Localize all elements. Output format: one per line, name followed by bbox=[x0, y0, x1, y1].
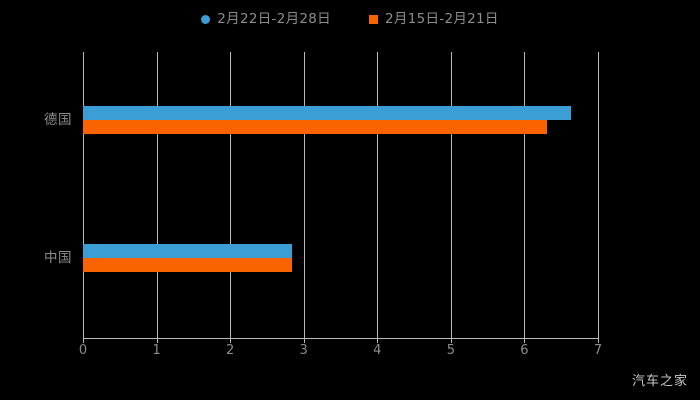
legend-label-series-1: 2月22日-2月28日 bbox=[217, 11, 331, 27]
gridline-2 bbox=[230, 52, 232, 338]
chart-legend: 2月22日-2月28日 2月15日-2月21日 bbox=[0, 8, 700, 30]
category-label-germany: 德国 bbox=[44, 112, 72, 128]
bar-germany-series-1[interactable] bbox=[83, 106, 571, 120]
x-tick-mark-0 bbox=[83, 338, 84, 343]
x-tick-mark-6 bbox=[524, 338, 526, 343]
x-tick-mark-1 bbox=[156, 338, 158, 343]
x-tick-label-7: 7 bbox=[593, 343, 603, 358]
x-tick-mark-2 bbox=[230, 338, 232, 343]
x-tick-mark-3 bbox=[303, 338, 305, 343]
x-tick-mark-4 bbox=[377, 338, 379, 343]
plot-area bbox=[83, 52, 599, 338]
legend-marker-icon-series-1 bbox=[201, 14, 211, 24]
x-tick-label-2: 2 bbox=[225, 343, 235, 358]
bar-china-series-2[interactable] bbox=[83, 258, 292, 272]
x-tick-label-0: 0 bbox=[78, 343, 88, 358]
gridline-1 bbox=[156, 52, 158, 338]
gridline-0 bbox=[83, 52, 84, 338]
x-tick-mark-5 bbox=[450, 338, 452, 343]
x-tick-label-1: 1 bbox=[152, 343, 161, 358]
gridline-7 bbox=[598, 52, 599, 338]
gridline-4 bbox=[377, 52, 379, 338]
bar-germany-series-2[interactable] bbox=[83, 120, 547, 134]
x-tick-mark-7 bbox=[598, 338, 599, 343]
gridline-5 bbox=[450, 52, 452, 338]
legend-label-series-2: 2月15日-2月21日 bbox=[385, 11, 499, 27]
x-tick-label-3: 3 bbox=[299, 343, 308, 358]
category-label-china: 中国 bbox=[44, 250, 72, 266]
gridline-3 bbox=[303, 52, 305, 338]
legend-item-series-2[interactable]: 2月15日-2月21日 bbox=[369, 8, 499, 30]
x-axis-line bbox=[83, 338, 599, 339]
x-tick-label-5: 5 bbox=[446, 343, 456, 358]
watermark: 汽车之家 bbox=[631, 374, 688, 389]
gridline-6 bbox=[524, 52, 526, 338]
bar-china-series-1[interactable] bbox=[83, 244, 292, 258]
x-tick-label-6: 6 bbox=[520, 343, 529, 358]
legend-marker-icon-series-2 bbox=[369, 14, 378, 24]
legend-item-series-1[interactable]: 2月22日-2月28日 bbox=[201, 8, 331, 30]
x-tick-label-4: 4 bbox=[373, 343, 382, 358]
